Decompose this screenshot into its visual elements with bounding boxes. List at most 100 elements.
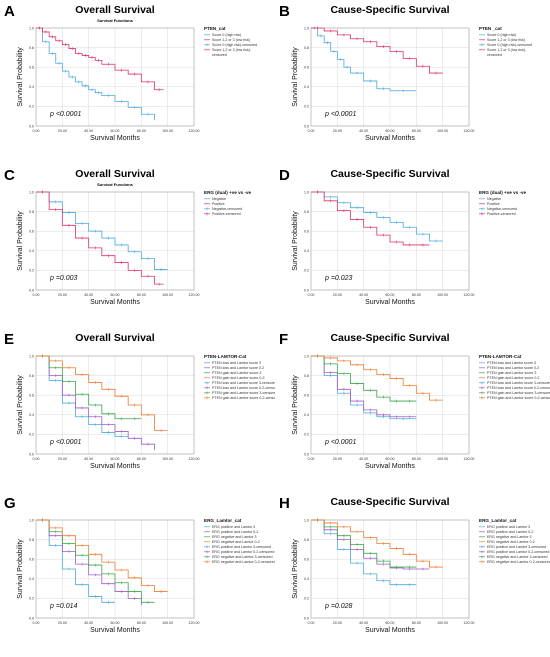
legend-entry: Positive-censored (487, 212, 516, 216)
panel-letter: A (4, 3, 15, 20)
y-tick-label: 0.8 (29, 46, 34, 50)
series-1 (311, 26, 443, 75)
y-tick-label: 0.6 (29, 394, 34, 398)
x-tick-label: 120.00 (189, 129, 200, 133)
legend-title: PTEN-LAMTOR-Cat (204, 354, 247, 359)
legend-entry: PTEN gain and Lamtor score 0-2 (487, 376, 540, 380)
x-tick-label: 80.00 (412, 129, 421, 133)
x-tick-label: 120.00 (464, 621, 475, 625)
survival-curve (36, 519, 142, 606)
y-axis-label: Survival Probability (17, 539, 24, 599)
x-axis-label: Survival Months (90, 299, 140, 306)
x-tick-label: 0.00 (308, 457, 315, 461)
legend-entry: Negative-censored (212, 207, 242, 211)
chart-title: Overall Survival (75, 332, 154, 344)
series-3 (311, 354, 443, 402)
x-tick-label: 40.00 (359, 129, 368, 133)
x-tick-label: 60.00 (111, 457, 120, 461)
x-axis-label: Survival Months (90, 463, 140, 470)
y-tick-label: 1.0 (304, 354, 309, 358)
y-tick-label: 0.0 (29, 288, 34, 292)
x-tick-label: 0.00 (33, 621, 40, 625)
y-axis-label: Survival Probability (292, 47, 299, 107)
legend-entry: ERG positive and Lamtor 3 (212, 525, 255, 529)
y-tick-label: 0.4 (304, 249, 309, 253)
y-tick-label: 0.8 (304, 210, 309, 214)
y-tick-label: 0.4 (29, 85, 34, 89)
legend-entry: ERG positive and Lamtor 3 (487, 525, 530, 529)
legend-entry: Negative-censored (487, 207, 517, 211)
survival-curve (36, 191, 168, 270)
legend-entry: Positive-censored (212, 212, 241, 216)
y-tick-label: 0.2 (29, 105, 34, 109)
y-axis-label: Survival Probability (292, 539, 299, 599)
legend-entry: ERG positive and Lamtor 0-2 (212, 530, 258, 534)
x-tick-label: 100.00 (162, 293, 173, 297)
legend-entry: Score 1,2 or 3 (low risk)- (212, 48, 252, 52)
x-tick-label: 80.00 (412, 293, 421, 297)
p-value: p =0.003 (49, 275, 78, 282)
legend-entry: Score 0 (high risk)-censored (487, 43, 532, 47)
plot-frame (35, 27, 195, 127)
x-tick-label: 40.00 (84, 293, 93, 297)
survival-curve (311, 519, 417, 568)
survival-curve (36, 519, 168, 592)
legend-entry: ERG negative and Lamtor 0-2 (212, 540, 260, 544)
plot-frame (310, 191, 470, 291)
x-tick-label: 60.00 (386, 621, 395, 625)
x-tick-label: 80.00 (412, 621, 421, 625)
series-2 (36, 518, 155, 604)
legend: ERG (dual) +ve vs -ve NegativePositiveNeg… (479, 190, 527, 216)
survival-curve (36, 519, 115, 603)
x-tick-label: 120.00 (189, 457, 200, 461)
y-tick-label: 1.0 (304, 518, 309, 522)
y-axis-label: Survival Probability (17, 47, 24, 107)
y-tick-label: 0.6 (304, 558, 309, 562)
x-tick-label: 40.00 (359, 621, 368, 625)
survival-curve (311, 355, 443, 401)
y-axis-label: Survival Probability (17, 375, 24, 435)
x-tick-label: 80.00 (137, 457, 146, 461)
legend-entry: PTEN loss and Lamtor score 0-2-censored (212, 386, 275, 390)
survival-curve (311, 519, 443, 568)
series-1 (311, 190, 430, 247)
legend-entry: ERG negative and Lamtor 3 (487, 535, 532, 539)
legend: ERG (dual) +ve vs -ve NegativePositiveNeg… (204, 190, 252, 216)
x-tick-label: 100.00 (437, 129, 448, 133)
y-tick-label: 0.8 (304, 46, 309, 50)
y-tick-label: 0.6 (304, 230, 309, 234)
legend-entry: ERG negative and Lamtor 3-censored (212, 555, 273, 559)
legend-entry: Positive (212, 202, 225, 206)
survival-chart: G 0.00 20.00 40.00 60.00 80.00 100.00 120.00 0.0… (4, 495, 275, 634)
x-tick-label: 80.00 (137, 293, 146, 297)
x-tick-label: 40.00 (359, 457, 368, 461)
x-tick-label: 60.00 (111, 621, 120, 625)
x-tick-label: 120.00 (464, 129, 475, 133)
y-tick-label: 0.8 (29, 538, 34, 542)
series-1 (36, 190, 164, 286)
x-tick-label: 20.00 (333, 129, 342, 133)
p-value: p =0.028 (324, 603, 353, 610)
y-tick-label: 0.0 (304, 616, 309, 620)
y-tick-label: 0.2 (29, 433, 34, 437)
x-tick-label: 60.00 (386, 129, 395, 133)
chart-title: Cause-Specific Survival (330, 4, 449, 16)
legend-entry: censored (212, 53, 227, 57)
plot-frame (35, 519, 195, 619)
y-tick-label: 0.8 (304, 374, 309, 378)
y-tick-label: 0.4 (304, 413, 309, 417)
x-tick-label: 20.00 (333, 621, 342, 625)
x-tick-label: 0.00 (308, 129, 315, 133)
plot-frame (35, 191, 195, 291)
plot-frame (310, 355, 470, 455)
survival-curve (36, 191, 164, 285)
survival-curve (311, 519, 417, 586)
x-tick-label: 20.00 (333, 293, 342, 297)
chart-title: Overall Survival (75, 4, 154, 16)
series-0 (36, 190, 168, 271)
legend-entry: ERG positive and Lamtor 0-2-censored (487, 550, 549, 554)
x-axis-label: Survival Months (365, 299, 415, 306)
legend-entry: PTEN loss and Lamtor score 3-censored (487, 381, 550, 385)
y-tick-label: 0.4 (29, 249, 34, 253)
